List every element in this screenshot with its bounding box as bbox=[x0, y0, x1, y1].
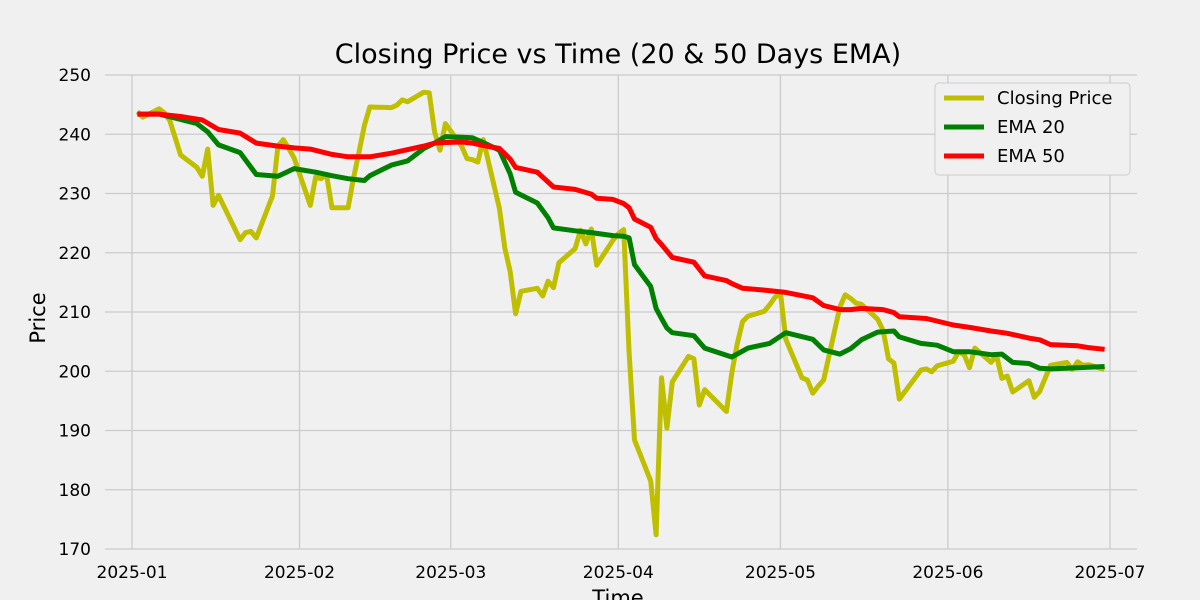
series-line-ema-50 bbox=[137, 111, 1105, 352]
y-tick-label: 210 bbox=[59, 303, 91, 323]
legend-label: EMA 50 bbox=[997, 146, 1065, 167]
legend-label: Closing Price bbox=[997, 88, 1112, 109]
axis-ticks: 170 180 190 200 210 220 230 240 250 2025-01 2025-0… bbox=[59, 66, 1146, 583]
series-line-ema-20 bbox=[137, 111, 1105, 372]
series-lines bbox=[135, 89, 1106, 538]
series-line-closing-price bbox=[135, 89, 1106, 538]
y-tick-label: 230 bbox=[59, 185, 91, 205]
x-tick-label: 2025-06 bbox=[912, 563, 983, 583]
legend-label: EMA 20 bbox=[997, 117, 1065, 138]
chart-title: Closing Price vs Time (20 & 50 Days EMA) bbox=[335, 39, 901, 70]
x-tick-label: 2025-03 bbox=[415, 563, 486, 583]
y-tick-label: 250 bbox=[59, 66, 91, 86]
y-tick-label: 240 bbox=[59, 125, 91, 145]
x-tick-label: 2025-02 bbox=[264, 563, 335, 583]
legend: Closing Price EMA 20 EMA 50 bbox=[934, 82, 1131, 176]
x-tick-label: 2025-07 bbox=[1074, 563, 1145, 583]
legend-box bbox=[934, 82, 1131, 176]
y-tick-label: 200 bbox=[59, 362, 91, 382]
y-axis-label: Price bbox=[26, 292, 50, 343]
y-tick-label: 220 bbox=[59, 244, 91, 264]
y-tick-label: 170 bbox=[59, 540, 91, 560]
x-tick-label: 2025-05 bbox=[745, 563, 816, 583]
y-tick-label: 190 bbox=[59, 422, 91, 442]
x-tick-label: 2025-04 bbox=[583, 563, 654, 583]
x-tick-label: 2025-01 bbox=[97, 563, 168, 583]
x-axis-label: Time bbox=[591, 586, 643, 600]
y-tick-label: 180 bbox=[59, 481, 91, 501]
